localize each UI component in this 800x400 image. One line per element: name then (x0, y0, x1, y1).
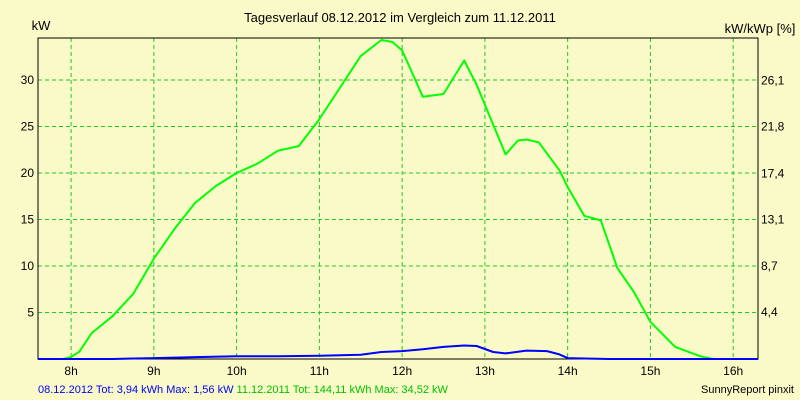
y2-tick-label-2: 13,1 (761, 212, 785, 226)
x-tick-label-2: 10h (227, 364, 247, 378)
y2-tick-label-5: 26,1 (761, 74, 785, 88)
legend-entry-2011: 11.12.2011 Tot: 144,11 kWh Max: 34,52 kW (236, 384, 448, 396)
y2-tick-label-0: 4,4 (761, 305, 778, 319)
plot-frame (37, 37, 759, 360)
y2-tick-label-4: 21,8 (761, 119, 785, 133)
plot-area: 5 10 15 20 25 30 4,4 8,7 13,1 17,4 21,8 26,1 8h 9h 10h… (21, 37, 785, 378)
x-tick-label-4: 12h (392, 364, 412, 378)
x-tick-label-5: 13h (475, 364, 495, 378)
x-tick-label-6: 14h (558, 364, 578, 378)
credit-text: SunnyReport pinxit (701, 384, 794, 396)
x-tick-label-1: 9h (147, 364, 160, 378)
x-tick-label-7: 15h (640, 364, 660, 378)
y-tick-label-4: 25 (21, 120, 35, 134)
series-line-0 (38, 39, 758, 360)
y-axis-label: kW (32, 18, 52, 33)
legend: 08.12.2012 Tot: 3,94 kWh Max: 1,56 kW 11… (38, 382, 448, 398)
y-tick-label-5: 30 (21, 73, 35, 87)
y2-tick-label-1: 8,7 (761, 259, 778, 273)
y-tick-label-2: 15 (21, 213, 35, 227)
y-tick-label-1: 10 (21, 259, 35, 273)
x-tick-label-3: 11h (310, 364, 329, 378)
y-tick-label-0: 5 (27, 306, 34, 320)
y-tick-label-3: 20 (21, 166, 35, 180)
x-tick-label-8: 16h (723, 364, 743, 378)
series-line-1 (38, 344, 758, 360)
legend-entry-2012: 08.12.2012 Tot: 3,94 kWh Max: 1,56 kW (38, 384, 234, 396)
x-tick-label-0: 8h (64, 364, 77, 378)
y2-axis-label: kW/kWp [%] (725, 21, 796, 36)
y2-tick-label-3: 17,4 (761, 166, 785, 180)
chart-title: Tagesverlauf 08.12.2012 im Vergleich zum… (244, 10, 556, 25)
